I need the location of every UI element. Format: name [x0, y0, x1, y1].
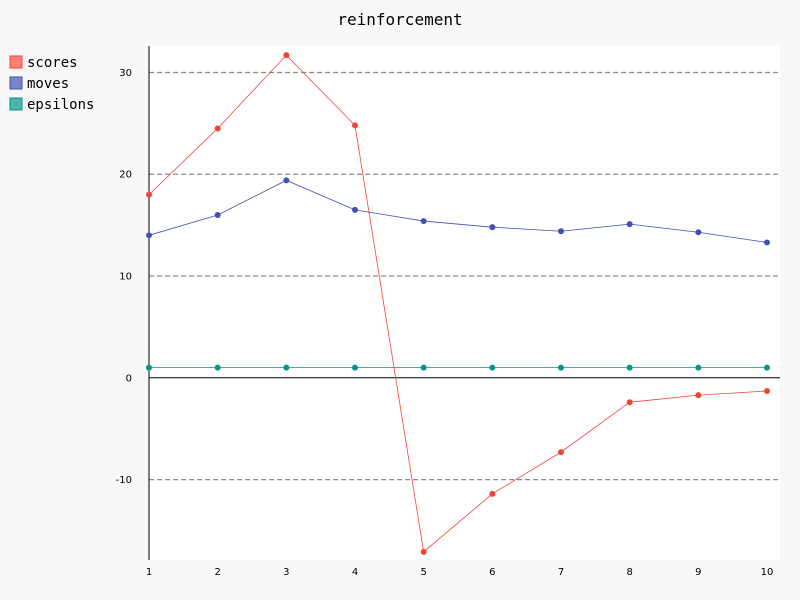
x-tick-label: 8: [626, 567, 632, 578]
data-point-scores: [764, 388, 770, 395]
data-point-epsilons: [489, 364, 496, 371]
data-point-epsilons: [558, 364, 564, 371]
data-point-scores: [283, 52, 290, 59]
data-point-moves: [146, 232, 152, 239]
data-point-scores: [558, 449, 564, 456]
x-tick-label: 2: [214, 567, 220, 578]
data-point-epsilons: [146, 364, 152, 371]
y-tick-label: -10: [116, 475, 132, 486]
legend-swatch-epsilons: [9, 97, 23, 111]
x-tick-label: 1: [146, 567, 152, 578]
data-point-scores: [214, 125, 221, 132]
data-point-moves: [214, 211, 221, 218]
data-point-epsilons: [283, 364, 290, 371]
legend-label-epsilons: epsilons: [27, 97, 94, 113]
legend: scores moves epsilons: [9, 55, 94, 113]
x-tick-label: 10: [761, 567, 774, 578]
series-line-moves: [148, 179, 768, 243]
tick-labels: -10 0 10 20 30 1 2 3 4 5 6 7 8 9 10: [116, 68, 774, 578]
axes: [148, 46, 780, 560]
legend-label-moves: moves: [27, 76, 69, 92]
x-tick-label: 9: [695, 567, 701, 578]
y-tick-label: 0: [126, 373, 132, 384]
x-tick-label: 3: [283, 567, 289, 578]
y-tick-label: 10: [119, 272, 132, 283]
data-point-epsilons: [214, 364, 221, 371]
plot-area: [149, 46, 780, 560]
data-point-epsilons: [764, 364, 770, 371]
data-point-epsilons: [626, 364, 633, 371]
data-point-scores: [420, 548, 427, 555]
series-group: [146, 52, 770, 555]
legend-label-scores: scores: [27, 55, 78, 71]
data-point-moves: [420, 218, 427, 225]
series-moves: [146, 177, 770, 246]
data-point-moves: [352, 206, 358, 213]
data-point-scores: [626, 399, 633, 406]
y-tick-label: 20: [119, 170, 132, 181]
data-point-scores: [489, 490, 496, 497]
chart-title: reinforcement: [337, 10, 462, 29]
y-tick-label: 30: [119, 68, 132, 79]
data-point-scores: [695, 392, 702, 399]
legend-swatch-scores: [9, 55, 23, 69]
series-epsilons: [146, 364, 770, 371]
x-tick-label: 7: [558, 567, 564, 578]
data-point-moves: [558, 228, 564, 235]
data-point-epsilons: [352, 364, 358, 371]
series-scores: [146, 52, 770, 555]
x-tick-label: 6: [489, 567, 495, 578]
data-point-epsilons: [420, 364, 427, 371]
series-line-scores: [148, 54, 768, 553]
data-point-scores: [352, 122, 358, 129]
data-point-moves: [626, 221, 633, 228]
legend-swatch-moves: [9, 76, 23, 90]
x-tick-label: 4: [352, 567, 358, 578]
x-tick-label: 5: [420, 567, 426, 578]
data-point-epsilons: [695, 364, 702, 371]
data-point-moves: [283, 177, 290, 184]
data-point-scores: [146, 191, 152, 198]
gridlines: [149, 71, 780, 481]
data-point-moves: [489, 224, 496, 231]
data-point-moves: [695, 229, 702, 236]
data-point-moves: [764, 239, 770, 246]
